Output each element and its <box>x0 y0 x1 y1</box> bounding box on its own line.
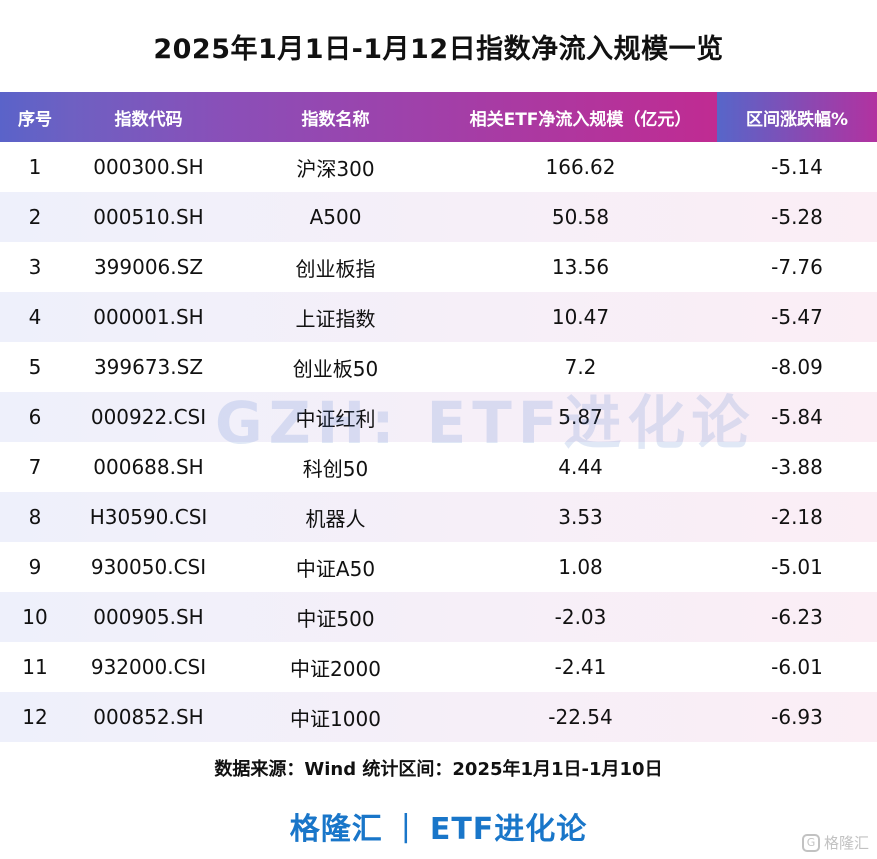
cell-code: 399673.SZ <box>93 355 204 379</box>
cell-net-inflow: 4.44 <box>558 455 603 479</box>
cell-name: 沪深300 <box>296 156 375 181</box>
cell-name: 中证2000 <box>290 656 381 681</box>
table-row: 4 000001.SH 上证指数 10.47 -5.47 <box>0 292 877 342</box>
brand-left: 格隆汇 <box>289 812 383 847</box>
cell-code: 000852.SH <box>93 705 204 729</box>
table-row: 3 399006.SZ 创业板指 13.56 -7.76 <box>0 242 877 292</box>
cell-net-inflow: 166.62 <box>545 155 616 179</box>
cell-index: 5 <box>28 355 42 379</box>
cell-change: -8.09 <box>771 355 823 379</box>
cell-net-inflow: -22.54 <box>548 705 613 729</box>
cell-change: -5.28 <box>771 205 823 229</box>
cell-name: 创业板指 <box>295 256 376 281</box>
cell-net-inflow: 5.87 <box>558 405 603 429</box>
cell-index: 2 <box>28 205 42 229</box>
header-net-inflow: 相关ETF净流入规模（亿元） <box>444 92 717 142</box>
cell-name: 中证500 <box>296 606 375 631</box>
cell-name: 科创50 <box>302 456 369 481</box>
table-header: 序号 指数代码 指数名称 相关ETF净流入规模（亿元） 区间涨跌幅% <box>0 92 877 142</box>
table-row: 6 000922.CSI 中证红利 5.87 -5.84 <box>0 392 877 442</box>
cell-name: 上证指数 <box>295 306 376 331</box>
table-row: 10 000905.SH 中证500 -2.03 -6.23 <box>0 592 877 642</box>
inflow-table: 序号 指数代码 指数名称 相关ETF净流入规模（亿元） 区间涨跌幅% 1 0003… <box>0 92 877 742</box>
page-title: 2025年1月1日-1月12日指数净流入规模一览 <box>153 33 724 65</box>
cell-change: -5.47 <box>771 305 823 329</box>
table-row: 2 000510.SH A500 50.58 -5.28 <box>0 192 877 242</box>
cell-index: 12 <box>22 705 48 729</box>
cell-change: -5.84 <box>771 405 823 429</box>
corner-logo-text: 格隆汇 <box>823 834 869 852</box>
header-code: 指数代码 <box>70 92 227 142</box>
cell-net-inflow: -2.03 <box>554 605 607 629</box>
cell-name: 中证1000 <box>290 706 381 731</box>
cell-index: 6 <box>28 405 42 429</box>
brand-separator: | <box>400 808 412 844</box>
cell-code: 000300.SH <box>93 155 204 179</box>
brand-right: ETF进化论 <box>429 812 588 847</box>
cell-code: 000922.CSI <box>90 405 207 429</box>
cell-name: 创业板50 <box>292 356 379 381</box>
cell-net-inflow: 13.56 <box>551 255 610 279</box>
cell-code: 932000.CSI <box>90 655 207 679</box>
cell-code: 000688.SH <box>93 455 204 479</box>
corner-logo: G 格隆汇 <box>801 832 869 853</box>
cell-change: -5.01 <box>771 555 823 579</box>
cell-net-inflow: 3.53 <box>558 505 603 529</box>
cell-name: 中证红利 <box>295 406 376 431</box>
cell-code: 000905.SH <box>93 605 204 629</box>
cell-change: -2.18 <box>771 505 823 529</box>
brand-footer: 格隆汇 | ETF进化论 <box>0 798 877 854</box>
table-row: 1 000300.SH 沪深300 166.62 -5.14 <box>0 142 877 192</box>
cell-code: 000510.SH <box>93 205 204 229</box>
header-index: 序号 <box>0 92 70 142</box>
table-body: 1 000300.SH 沪深300 166.62 -5.14 2 000510.SH A500… <box>0 142 877 742</box>
data-source-note: 数据来源：Wind 统计区间：2025年1月1日-1月10日 <box>214 759 663 780</box>
cell-index: 10 <box>22 605 48 629</box>
cell-change: -7.76 <box>771 255 823 279</box>
cell-code: 930050.CSI <box>90 555 207 579</box>
header-change: 区间涨跌幅% <box>717 92 877 142</box>
table-row: 7 000688.SH 科创50 4.44 -3.88 <box>0 442 877 492</box>
cell-index: 9 <box>28 555 42 579</box>
cell-net-inflow: 10.47 <box>551 305 610 329</box>
table-row: 8 H30590.CSI 机器人 3.53 -2.18 <box>0 492 877 542</box>
cell-index: 11 <box>22 655 48 679</box>
table-row: 11 932000.CSI 中证2000 -2.41 -6.01 <box>0 642 877 692</box>
cell-code: 000001.SH <box>93 305 204 329</box>
cell-index: 8 <box>28 505 42 529</box>
cell-name: A500 <box>309 205 362 229</box>
cell-net-inflow: 1.08 <box>558 555 603 579</box>
cell-net-inflow: 7.2 <box>564 355 597 379</box>
cell-index: 7 <box>28 455 42 479</box>
cell-index: 4 <box>28 305 42 329</box>
cell-change: -6.93 <box>771 705 823 729</box>
table-row: 5 399673.SZ 创业板50 7.2 -8.09 <box>0 342 877 392</box>
cell-index: 3 <box>28 255 42 279</box>
cell-net-inflow: -2.41 <box>554 655 607 679</box>
cell-index: 1 <box>28 155 42 179</box>
cell-change: -3.88 <box>771 455 823 479</box>
cell-code: 399006.SZ <box>93 255 204 279</box>
header-name: 指数名称 <box>227 92 444 142</box>
cell-code: H30590.CSI <box>89 505 208 529</box>
cell-name: 中证A50 <box>295 556 376 581</box>
cell-change: -6.01 <box>771 655 823 679</box>
table-row: 12 000852.SH 中证1000 -22.54 -6.93 <box>0 692 877 742</box>
cell-change: -5.14 <box>771 155 823 179</box>
gelonghui-logo-icon: G <box>801 833 820 852</box>
cell-net-inflow: 50.58 <box>551 205 610 229</box>
cell-change: -6.23 <box>771 605 823 629</box>
table-row: 9 930050.CSI 中证A50 1.08 -5.01 <box>0 542 877 592</box>
cell-name: 机器人 <box>305 506 366 531</box>
